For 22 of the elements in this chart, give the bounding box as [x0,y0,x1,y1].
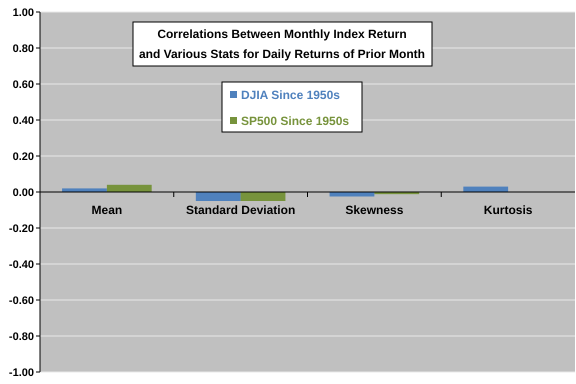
x-tick-label: Skewness [345,203,404,217]
y-tick-label: -0.40 [8,258,34,271]
legend-label: SP500 Since 1950s [241,114,350,128]
legend-label: DJIA Since 1950s [241,88,340,102]
y-tick-label: 0.80 [12,42,34,55]
y-tick-label: 1.00 [12,6,34,19]
text: Correlations Between Monthly Index Return and Various Stats for Daily Returns of Prior Month [138,27,426,61]
y-tick-label: -0.20 [8,222,34,235]
y-tick-label: 0.20 [12,150,34,163]
y-tick-label: 0.60 [12,78,34,91]
x-tick-label: Mean [92,203,122,217]
y-tick-label: -1.00 [8,366,34,379]
y-tick-label: -0.80 [8,330,34,343]
y-tick-label: 0.40 [12,114,34,127]
bar [240,192,286,201]
y-tick-label: -0.60 [8,294,34,307]
x-tick-label: Standard Deviation [186,203,296,217]
x-tick-label: Kurtosis [484,203,533,217]
bar [196,192,241,201]
bar [463,186,508,192]
y-tick-label: 0.00 [12,186,34,199]
bar [106,184,152,192]
